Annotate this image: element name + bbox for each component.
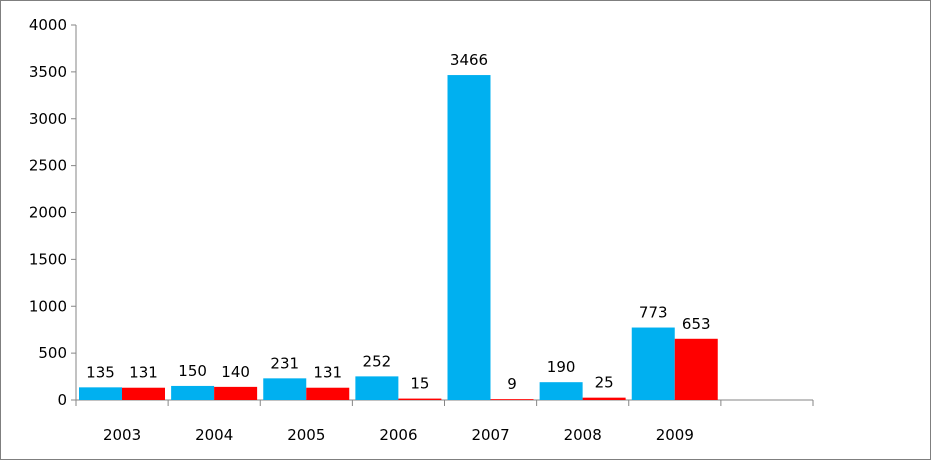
data-label: 3466	[450, 51, 488, 69]
data-label: 131	[129, 364, 158, 382]
data-label: 190	[547, 358, 576, 376]
bar	[447, 75, 491, 400]
x-tick-label: 2004	[195, 426, 233, 444]
y-tick-label: 4000	[29, 16, 67, 34]
y-tick-label: 2500	[29, 157, 67, 175]
data-label: 653	[682, 315, 711, 333]
bar	[582, 397, 626, 400]
x-tick-label: 2007	[471, 426, 509, 444]
bar	[122, 387, 165, 400]
bar	[674, 338, 718, 400]
y-tick-label: 3000	[29, 110, 67, 128]
bar	[214, 386, 258, 400]
bar	[631, 327, 675, 400]
bar	[171, 385, 215, 400]
bar	[539, 382, 583, 400]
y-tick-label: 2000	[29, 204, 67, 222]
x-tick-label: 2005	[287, 426, 325, 444]
x-tick-label: 2009	[656, 426, 694, 444]
bar	[355, 376, 399, 400]
data-label: 15	[410, 375, 429, 393]
y-tick-label: 0	[57, 391, 67, 409]
data-label: 773	[639, 304, 668, 322]
data-label: 150	[178, 362, 207, 380]
y-tick-label: 500	[38, 344, 67, 362]
bar	[490, 399, 534, 400]
data-label: 135	[86, 363, 115, 381]
data-label: 231	[270, 354, 299, 372]
x-tick-label: 2008	[564, 426, 602, 444]
x-tick-label: 2003	[103, 426, 141, 444]
x-tick-label: 2006	[379, 426, 417, 444]
y-tick-label: 1000	[29, 297, 67, 315]
data-label: 252	[363, 352, 392, 370]
data-label: 9	[507, 375, 517, 393]
bar	[398, 398, 442, 400]
bar	[306, 387, 350, 400]
y-tick-label: 3500	[29, 63, 67, 81]
bar	[79, 387, 122, 400]
data-label: 25	[595, 374, 614, 392]
data-label: 131	[313, 364, 342, 382]
y-tick-label: 1500	[29, 250, 67, 268]
bar	[263, 378, 307, 400]
data-label: 140	[221, 363, 250, 381]
